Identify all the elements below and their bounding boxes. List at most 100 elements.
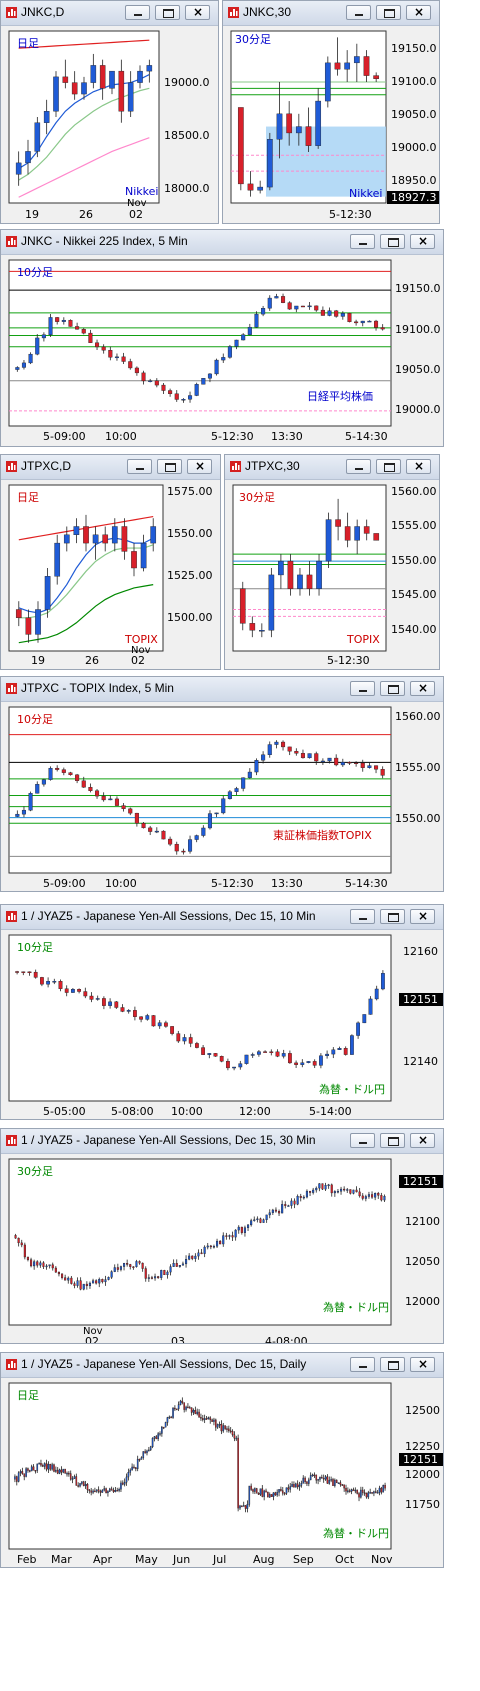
minimize-button[interactable] — [346, 5, 371, 20]
time-label: 12:00 — [239, 1105, 271, 1118]
candle-body — [140, 1457, 143, 1460]
last-price-box: 12151 — [403, 1453, 438, 1466]
close-button[interactable]: × — [410, 909, 435, 924]
candle-body — [101, 998, 106, 1006]
minimize-button[interactable] — [350, 909, 375, 924]
candle-body — [145, 1015, 150, 1020]
restore-button[interactable] — [380, 681, 405, 696]
minimize-button[interactable] — [127, 459, 152, 474]
candle-body — [294, 1483, 297, 1488]
chart-window-jyaz5-10min[interactable]: 1 / JYAZ5 - Japanese Yen-All Sessions, D… — [0, 904, 444, 1120]
candle-body — [307, 305, 312, 308]
window-titlebar[interactable]: 1 / JYAZ5 - Japanese Yen-All Sessions, D… — [1, 905, 443, 930]
chart-window-jtpxc-30min[interactable]: JTPXC,30 × 30分足 TOPIX 1560.00 1555.00 15… — [224, 454, 440, 670]
candle-body — [125, 1476, 128, 1483]
window-titlebar[interactable]: JNKC,30 × — [223, 1, 439, 26]
candle-body — [172, 1407, 174, 1418]
candle-body — [326, 1476, 329, 1484]
minimize-button[interactable] — [350, 681, 375, 696]
candle-body — [241, 1505, 243, 1508]
restore-button[interactable] — [155, 5, 180, 20]
chart-jyaz5-daily[interactable]: 日足 為替・ドル円 12500 12250 12000 11750 12151 … — [1, 1377, 444, 1568]
chart-window-jyaz5-30min[interactable]: 1 / JYAZ5 - Japanese Yen-All Sessions, D… — [0, 1128, 444, 1344]
candle-body — [107, 1277, 110, 1280]
restore-button[interactable] — [380, 1133, 405, 1148]
restore-button[interactable] — [376, 459, 401, 474]
candle-body — [302, 1477, 305, 1484]
candle-body — [228, 1235, 231, 1237]
candle-body — [231, 1431, 234, 1436]
chart-jyaz5-30min[interactable]: 30分足 為替・ドル円 12100 12050 12000 12151 Nov … — [1, 1153, 444, 1344]
time-label: 5-14:30 — [345, 430, 388, 443]
close-button[interactable]: × — [410, 1133, 435, 1148]
chart-window-jnkc-30min[interactable]: JNKC,30 × 30分足 Nikkei 19150.0 19100.0 19… — [222, 0, 440, 224]
candle-body — [114, 798, 119, 806]
shaded-band — [266, 126, 386, 197]
window-titlebar[interactable]: JTPXC,D × — [1, 455, 220, 480]
restore-button[interactable] — [380, 1357, 405, 1372]
chart-jnkc-daily[interactable]: 日足 Nikkei 19000.0 18500.0 18000.0 19 26 … — [1, 25, 219, 224]
candle-body — [330, 1184, 333, 1194]
window-titlebar[interactable]: JTPXC,30 × — [225, 455, 439, 480]
close-button[interactable]: × — [185, 5, 210, 20]
candle-body — [176, 1033, 181, 1042]
candle-body — [182, 1037, 187, 1042]
time-label: 5-09:00 — [43, 877, 86, 890]
candle-body — [84, 1484, 87, 1487]
candle-body — [175, 1263, 178, 1267]
minimize-button[interactable] — [350, 234, 375, 249]
candle-body — [365, 1493, 368, 1498]
candle-body — [354, 762, 359, 764]
candle-body — [244, 1054, 249, 1064]
minimize-button[interactable] — [350, 1357, 375, 1372]
candle-body — [194, 1043, 199, 1048]
candle-body — [92, 1490, 94, 1493]
restore-button[interactable] — [376, 5, 401, 20]
close-button[interactable]: × — [410, 681, 435, 696]
candle-body — [157, 1022, 162, 1027]
chart-window-jnkc-daily[interactable]: JNKC,D × 日足 Nikkei 19000.0 18500.0 18000… — [0, 0, 219, 224]
candle-body — [296, 1196, 299, 1205]
candle-body — [88, 1282, 92, 1287]
candle-body — [356, 1022, 361, 1036]
chart-jtpxc-30min[interactable]: 30分足 TOPIX 1560.00 1555.00 1550.00 1545.… — [225, 479, 440, 670]
candle-body — [95, 1489, 98, 1492]
minimize-button[interactable] — [346, 459, 371, 474]
restore-button[interactable] — [157, 459, 182, 474]
candle-body — [95, 998, 100, 1000]
close-button[interactable]: × — [410, 1357, 435, 1372]
close-button[interactable]: × — [187, 459, 212, 474]
close-button[interactable]: × — [406, 5, 431, 20]
candle-body — [308, 1479, 310, 1484]
candle-body — [54, 1267, 57, 1273]
chart-window-jnkc-5min[interactable]: JNKC - Nikkei 225 Index, 5 Min × 10分足 日経… — [0, 229, 444, 447]
candle-body — [76, 1280, 79, 1286]
close-button[interactable]: × — [410, 234, 435, 249]
chart-jnkc-30min[interactable]: 30分足 Nikkei 19150.0 19100.0 19050.0 1900… — [223, 25, 440, 224]
restore-button[interactable] — [380, 234, 405, 249]
chart-window-jyaz5-daily[interactable]: 1 / JYAZ5 - Japanese Yen-All Sessions, D… — [0, 1352, 444, 1568]
window-titlebar[interactable]: 1 / JYAZ5 - Japanese Yen-All Sessions, D… — [1, 1353, 443, 1378]
month-label: Nov — [127, 198, 147, 209]
price-label: 12250 — [405, 1440, 440, 1453]
chart-jtpxc-5min[interactable]: 10分足 東証株価指数TOPIX 1560.00 1555.00 1550.00… — [1, 701, 444, 892]
restore-button[interactable] — [380, 909, 405, 924]
candle-body — [380, 1487, 383, 1493]
minimize-button[interactable] — [125, 5, 150, 20]
window-titlebar[interactable]: 1 / JYAZ5 - Japanese Yen-All Sessions, D… — [1, 1129, 443, 1154]
chart-jyaz5-10min[interactable]: 10分足 為替・ドル円 12160 12140 12151 5-05:00 5-… — [1, 929, 444, 1120]
candle-body — [280, 1489, 282, 1491]
minimize-button[interactable] — [350, 1133, 375, 1148]
candle-body — [325, 519, 332, 562]
candle-body — [374, 1491, 377, 1493]
chart-window-jtpxc-daily[interactable]: JTPXC,D × 日足 TOPIX 1575.00 1550.00 1525.… — [0, 454, 221, 670]
close-button[interactable]: × — [406, 459, 431, 474]
chart-jnkc-5min[interactable]: 10分足 日経平均株価 19150.0 19100.0 19050.0 1900… — [1, 254, 444, 447]
window-titlebar[interactable]: JNKC,D × — [1, 1, 218, 26]
window-titlebar[interactable]: JNKC - Nikkei 225 Index, 5 Min × — [1, 230, 443, 255]
chart-window-jtpxc-5min[interactable]: JTPXC - TOPIX Index, 5 Min × 10分足 東証株価指数… — [0, 676, 444, 892]
chart-jtpxc-daily[interactable]: 日足 TOPIX 1575.00 1550.00 1525.00 1500.00… — [1, 479, 221, 670]
price-label: 12500 — [405, 1404, 440, 1417]
candle-body — [261, 307, 266, 315]
window-titlebar[interactable]: JTPXC - TOPIX Index, 5 Min × — [1, 677, 443, 702]
